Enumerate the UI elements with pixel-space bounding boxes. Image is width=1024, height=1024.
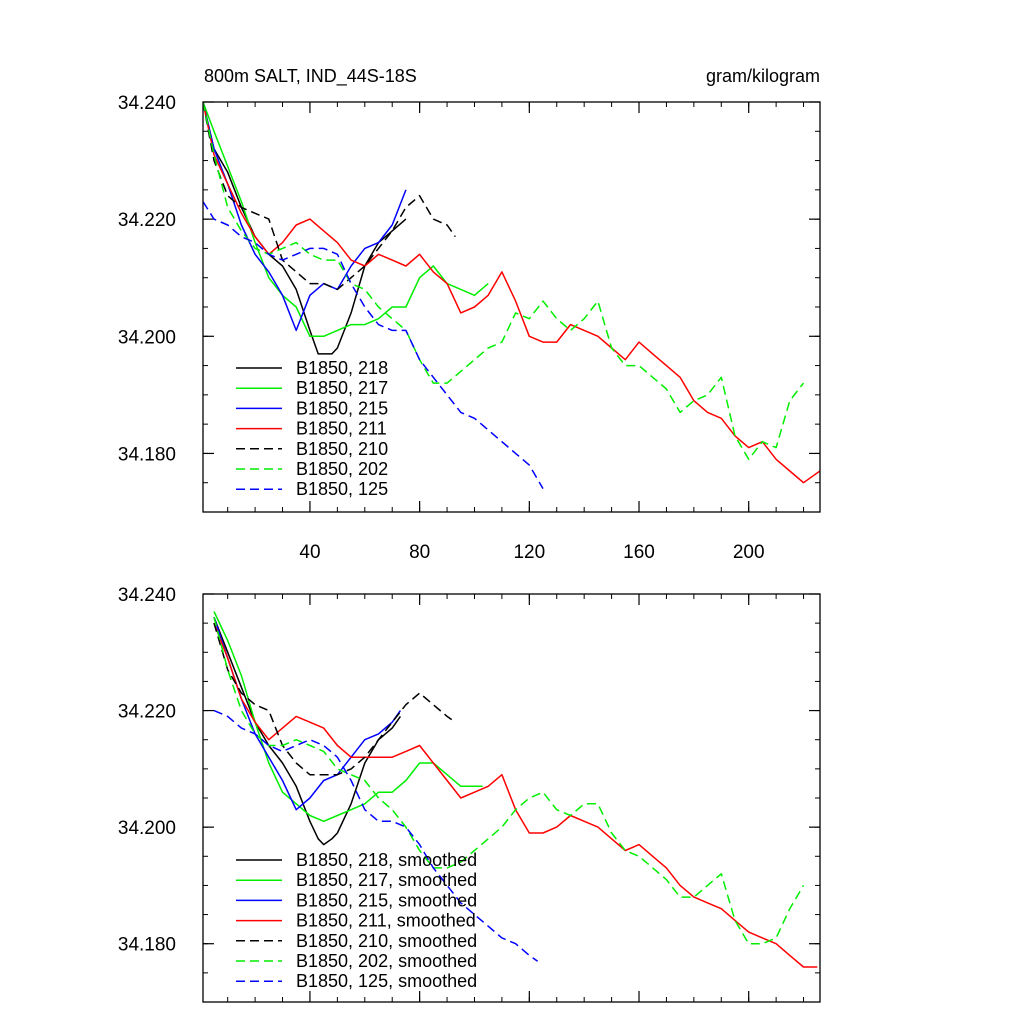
plot-frame [202, 101, 821, 513]
series-line [203, 102, 820, 484]
series-line [213, 617, 805, 945]
series-line [203, 102, 407, 332]
legend-label: B1850, 218 [296, 358, 388, 378]
y-tick-label: 34.240 [118, 93, 176, 114]
legend-label: B1850, 210 [296, 439, 388, 459]
y-tick-label: 34.180 [118, 444, 176, 465]
x-tick-label: 160 [623, 542, 655, 563]
legend-label: B1850, 217, smoothed [296, 870, 477, 890]
y-tick-label: 34.220 [118, 702, 176, 723]
legend-label: B1850, 211 [296, 419, 387, 439]
legend-label: B1850, 202, smoothed [296, 951, 477, 971]
legend-label: B1850, 125, smoothed [296, 971, 477, 991]
y-tick-label: 34.200 [118, 818, 176, 839]
legend-label: B1850, 218, smoothed [296, 850, 477, 870]
y-tick-label: 34.240 [118, 585, 176, 606]
series-line [213, 611, 483, 823]
series-line [203, 102, 407, 355]
legend-label: B1850, 215 [296, 398, 388, 418]
plot-frame [202, 593, 821, 1003]
legend-label: B1850, 215, smoothed [296, 890, 477, 910]
series-line [203, 201, 544, 489]
legend-label: B1850, 217 [296, 378, 388, 398]
series-line [213, 709, 539, 962]
top-panel: 34.240 34.220 34.200 34.180 40 80 120 160 200 B18… [118, 93, 821, 563]
y-tick-label: 34.220 [118, 210, 176, 231]
legend-label: B1850, 211, smoothed [296, 911, 476, 931]
plot-area [213, 611, 818, 968]
x-tick-label: 80 [409, 542, 430, 563]
legend-label: B1850, 210, smoothed [296, 931, 477, 951]
plot-area [203, 102, 820, 489]
legend-label: B1850, 202 [296, 459, 388, 479]
chart-units: gram/kilogram [706, 66, 820, 86]
x-tick-label: 40 [299, 542, 320, 563]
chart-title: 800m SALT, IND_44S-18S [204, 66, 417, 87]
series-line [213, 622, 456, 776]
x-tick-label: 200 [733, 542, 765, 563]
series-line [203, 102, 456, 291]
series-line [213, 617, 402, 811]
y-tick-label: 34.180 [118, 935, 176, 956]
x-tick-label: 120 [513, 542, 545, 563]
series-line [213, 617, 402, 846]
series-line [203, 102, 489, 338]
legend-label: B1850, 125 [296, 479, 388, 499]
series-line [203, 102, 805, 461]
bottom-panel: 34.240 34.220 34.200 34.180 B1850, 218, smoo… [118, 585, 821, 1003]
y-tick-label: 34.200 [118, 327, 176, 348]
